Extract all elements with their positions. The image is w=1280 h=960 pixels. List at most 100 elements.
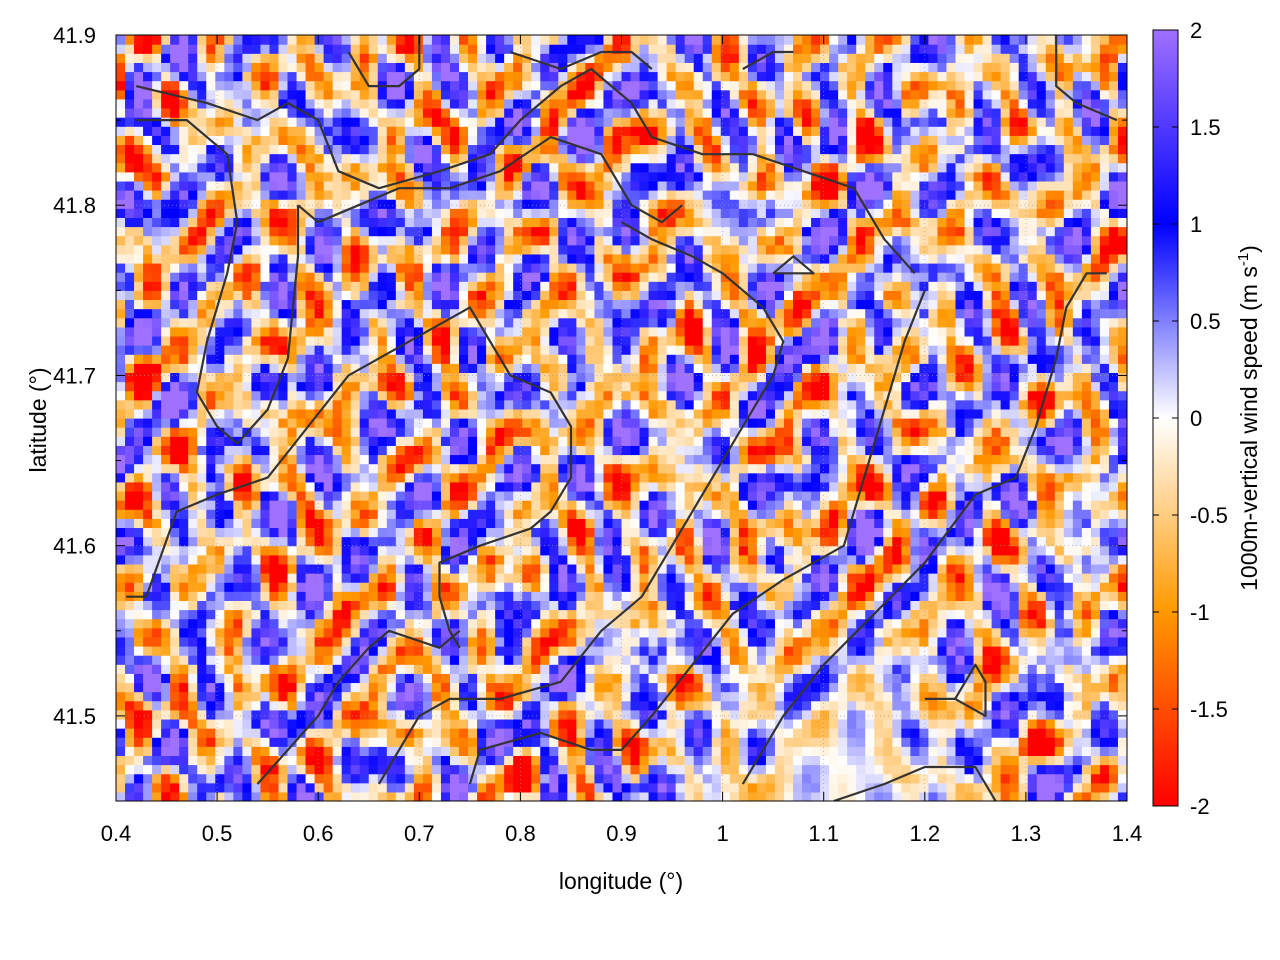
heatmap-cell [720, 536, 731, 547]
heatmap-cell [486, 490, 496, 501]
heatmap-cell [910, 737, 920, 747]
heatmap-cell [973, 418, 984, 428]
heatmap-cell [793, 408, 803, 419]
heatmap-cell [558, 418, 568, 428]
heatmap-cell [684, 418, 695, 428]
heatmap-cell [531, 463, 541, 474]
heatmap-cell [278, 582, 289, 592]
heatmap-cell [829, 573, 839, 583]
heatmap-cell [386, 481, 397, 492]
heatmap-cell [224, 673, 234, 684]
heatmap-cell [1063, 746, 1074, 757]
heatmap-cell [1063, 573, 1074, 583]
heatmap-cell [549, 536, 559, 547]
heatmap-cell [549, 399, 559, 410]
heatmap-cell [1108, 399, 1119, 410]
heatmap-cell [955, 454, 966, 465]
heatmap-cell [531, 591, 541, 601]
heatmap-cell [955, 746, 966, 757]
heatmap-cell [585, 399, 596, 410]
heatmap-cell [747, 563, 758, 574]
heatmap-cell [459, 636, 469, 647]
heatmap-cell [865, 728, 875, 738]
heatmap-cell [134, 618, 144, 629]
heatmap-cell [197, 390, 207, 401]
heatmap-cell [377, 573, 388, 583]
heatmap-cell [874, 627, 884, 638]
heatmap-cell [946, 655, 957, 665]
heatmap-cell [576, 700, 586, 711]
heatmap-cell [603, 481, 614, 492]
heatmap-cell [603, 545, 614, 556]
heatmap-cell [495, 673, 505, 684]
heatmap-cell [1036, 618, 1047, 629]
heatmap-cell [125, 390, 135, 401]
heatmap-cell [874, 509, 884, 519]
heatmap-cell [440, 563, 451, 574]
heatmap-cell [1090, 782, 1101, 793]
heatmap-cell [1009, 764, 1020, 775]
heatmap-cell [558, 755, 568, 766]
heatmap-cell [1027, 655, 1038, 665]
heatmap-cell [1036, 709, 1047, 720]
heatmap-cell [639, 673, 650, 684]
heatmap-cell [756, 445, 767, 456]
heatmap-cell [892, 636, 902, 647]
heatmap-cell [296, 673, 307, 684]
heatmap-cell [802, 764, 812, 775]
heatmap-cell [729, 408, 740, 419]
heatmap-cell [377, 673, 388, 684]
heatmap-cell [657, 691, 668, 702]
heatmap-cell [1072, 509, 1083, 519]
heatmap-cell [431, 782, 442, 793]
heatmap-cell [1045, 545, 1056, 556]
heatmap-cell [820, 673, 830, 684]
heatmap-cell [1000, 691, 1011, 702]
heatmap-cell [684, 509, 695, 519]
heatmap-cell [1072, 399, 1083, 410]
heatmap-cell [260, 399, 271, 410]
heatmap-cell [838, 600, 848, 611]
heatmap-cell [486, 691, 496, 702]
heatmap-cell [170, 737, 180, 747]
heatmap-cell [1054, 609, 1065, 620]
heatmap-cell [440, 746, 451, 757]
heatmap-cell [856, 500, 866, 510]
heatmap-cell [829, 563, 839, 574]
heatmap-cell [522, 490, 532, 501]
heatmap-cell [946, 582, 957, 592]
heatmap-cell [946, 490, 957, 501]
heatmap-cell [991, 554, 1002, 565]
heatmap-cell [928, 527, 939, 538]
heatmap-cell [531, 655, 541, 665]
heatmap-cell [341, 472, 352, 483]
heatmap-cell [260, 691, 271, 702]
heatmap-cell [838, 791, 848, 801]
heatmap-cell [323, 563, 334, 574]
heatmap-cell [341, 645, 352, 656]
heatmap-cell [161, 445, 171, 456]
heatmap-cell [847, 518, 857, 529]
heatmap-cell [856, 728, 866, 738]
heatmap-cell [919, 554, 930, 565]
heatmap-cell [567, 782, 577, 793]
heatmap-cell [838, 545, 848, 556]
heatmap-cell [865, 563, 875, 574]
heatmap-cell [125, 536, 135, 547]
heatmap-cell [856, 527, 866, 538]
heatmap-cell [639, 664, 650, 674]
heatmap-cell [116, 408, 126, 419]
heatmap-cell [910, 600, 920, 611]
heatmap-cell [323, 418, 334, 428]
heatmap-cell [531, 390, 541, 401]
heatmap-cell [197, 481, 207, 492]
heatmap-cell [657, 755, 668, 766]
heatmap-cell [1054, 764, 1065, 775]
heatmap-cell [802, 427, 812, 437]
heatmap-cell [116, 536, 126, 547]
heatmap-cell [576, 782, 586, 793]
heatmap-cell [1036, 718, 1047, 729]
heatmap-cell [413, 600, 424, 611]
heatmap-cell [1018, 636, 1029, 647]
heatmap-cell [720, 664, 731, 674]
